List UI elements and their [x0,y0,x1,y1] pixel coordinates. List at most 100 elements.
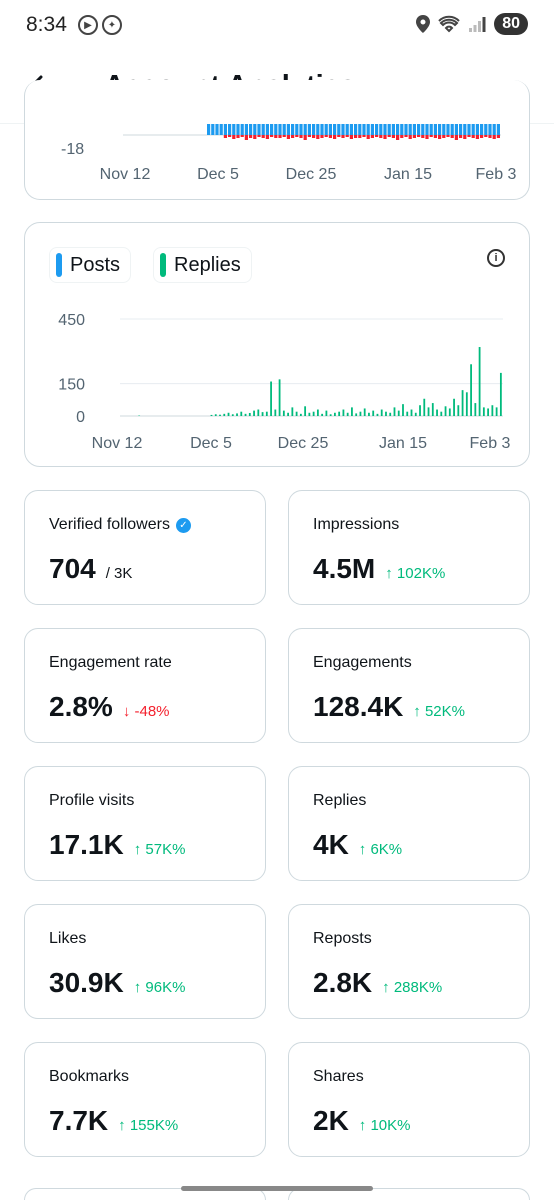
positive-bar [442,124,446,135]
positive-bar [270,124,274,135]
replies-bar [304,406,307,416]
metric-value-row: 7.7K ↑ 155K% [49,1105,178,1137]
info-icon[interactable]: i [487,249,505,267]
x-tick-label: Feb 3 [470,435,511,452]
x-tick-label: Dec 25 [286,166,337,183]
location-icon [416,15,431,33]
negative-bar [425,135,429,139]
negative-bar [450,135,454,138]
positive-bar [429,124,433,135]
metric-card-engagements[interactable]: Engagements 128.4K ↑ 52K% [288,628,530,743]
replies-bar [278,379,281,416]
replies-bar [210,414,213,416]
negative-bar [375,135,379,137]
metric-value-row: 2.8% ↓ -48% [49,691,170,723]
metric-change: ↑ 96K% [133,979,186,996]
positive-bar [475,124,479,135]
replies-bar [236,413,238,416]
replies-bar [465,392,468,416]
metric-card-verified-followers[interactable]: Verified followers ✓ 704 / 3K [24,490,266,605]
positive-bar [316,124,320,135]
negative-bar [433,135,437,138]
positive-bar [433,124,437,135]
positive-bar [312,124,316,135]
negative-bar [370,135,374,138]
metric-card-shares[interactable]: Shares 2K ↑ 10K% [288,1042,530,1157]
metric-label: Shares [313,1068,364,1086]
negative-bar [496,135,500,138]
positive-bar [408,124,412,135]
replies-bar [444,406,447,416]
home-indicator[interactable] [181,1186,373,1191]
signal-icon [469,17,486,32]
y-tick-label: -18 [61,141,84,158]
replies-bar [240,411,243,416]
negative-bar [379,135,383,138]
x-tick-label: Feb 3 [476,166,517,183]
positive-bar [387,124,391,135]
positive-bar [467,124,471,135]
negative-bar [240,135,244,137]
positive-bar [307,124,311,135]
legend-posts[interactable]: Posts [49,247,132,283]
negative-bar [391,135,395,138]
metric-change: ↑ 6K% [358,841,403,858]
metric-card-impressions[interactable]: Impressions 4.5M ↑ 102K% [288,490,530,605]
metric-label: Engagements [313,654,412,672]
positive-bar [404,124,408,135]
positive-bar [391,124,395,135]
media-icon: ▶ [78,15,98,35]
replies-bar [261,412,264,416]
replies-bar [393,407,396,416]
metric-value: 4K [313,829,349,860]
replies-bar [406,411,409,416]
metric-card-engagement-rate[interactable]: Engagement rate 2.8% ↓ -48% [24,628,266,743]
negative-bar [299,135,303,138]
metric-card-likes[interactable]: Likes 30.9K ↑ 96K% [24,904,266,1019]
replies-bar [257,409,260,416]
positive-bar [244,124,248,135]
positive-bar [232,124,236,135]
posts-replies-chart: 0 150 450 Nov 12 Dec 5 Dec 25 Jan 15 Feb 3 [58,312,511,452]
replies-bar [291,407,294,416]
negative-bar [265,135,269,139]
replies-bar [214,414,217,416]
positive-bar [261,124,265,135]
positive-bar [366,124,370,135]
metric-value: 128.4K [313,691,404,722]
replies-bar [244,413,247,416]
positive-bar [459,124,463,135]
replies-bar [436,409,438,416]
negative-bar [345,135,349,137]
replies-bar [282,410,285,416]
metric-card-profile-visits[interactable]: Profile visits 17.1K ↑ 57K% [24,766,266,881]
positive-bar [354,124,358,135]
metric-label-text: Shares [313,1068,364,1085]
positive-bar [400,124,404,135]
replies-bar [482,407,485,416]
x-tick-label: Nov 12 [92,435,143,452]
metric-change: ↓ -48% [122,703,170,720]
positive-bar [396,124,400,135]
positive-bar [463,124,467,135]
positive-bar [383,124,387,135]
replies-bar [368,412,370,416]
metric-card-replies[interactable]: Replies 4K ↑ 6K% [288,766,530,881]
metric-card-reposts[interactable]: Reposts 2.8K ↑ 288K% [288,904,530,1019]
metric-value: 30.9K [49,967,124,998]
negative-bar [358,135,362,138]
metric-value-row: 2.8K ↑ 288K% [313,967,442,999]
negative-bar [417,135,421,137]
positive-bar [278,124,282,135]
positive-bar [488,124,492,135]
replies-bar [231,414,234,416]
metric-label: Bookmarks [49,1068,129,1086]
replies-bar [389,412,392,416]
replies-bar [321,413,324,416]
legend-replies[interactable]: Replies [153,247,252,283]
negative-bar [387,135,391,137]
replies-bar [312,411,315,416]
replies-bar [380,409,383,416]
metric-card-bookmarks[interactable]: Bookmarks 7.7K ↑ 155K% [24,1042,266,1157]
positive-bar [496,124,500,135]
